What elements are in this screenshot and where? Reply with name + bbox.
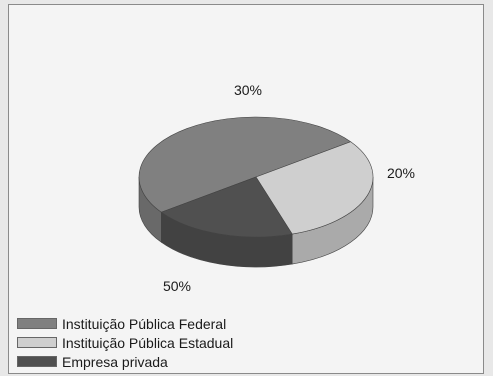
pie-slice-privada — [160, 176, 293, 238]
legend-label-federal: Instituição Pública Federal — [62, 315, 227, 332]
legend-label-estadual: Instituição Pública Estadual — [62, 334, 234, 351]
legend-item-estadual: Instituição Pública Estadual — [17, 333, 233, 352]
pie-slice-federal — [138, 116, 352, 213]
legend-swatch-federal — [17, 318, 57, 329]
legend-label-privada: Empresa privada — [62, 353, 168, 370]
legend: Instituição Pública Federal Instituição … — [17, 314, 233, 371]
legend-item-federal: Instituição Pública Federal — [17, 314, 233, 333]
data-label-federal: 50% — [163, 278, 191, 294]
legend-swatch-estadual — [17, 337, 57, 348]
legend-swatch-privada — [17, 356, 57, 367]
legend-item-privada: Empresa privada — [17, 352, 233, 371]
data-label-estadual: 30% — [234, 82, 262, 98]
pie-slice-estadual — [255, 141, 374, 235]
data-label-privada: 20% — [387, 165, 415, 181]
